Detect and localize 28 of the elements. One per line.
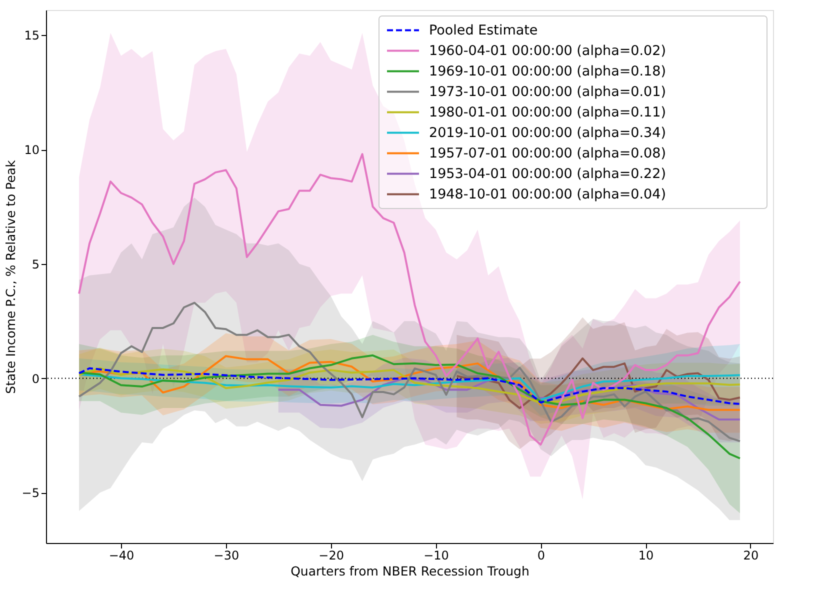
line-series bbox=[456, 357, 741, 410]
legend-label: 2019-10-01 00:00:00 (alpha=0.34) bbox=[429, 124, 666, 141]
line-series bbox=[277, 377, 741, 420]
x-tick-label: −20 bbox=[318, 548, 344, 562]
y-tick-label: 0 bbox=[32, 372, 40, 386]
x-tick-label: 10 bbox=[638, 548, 654, 562]
x-tick-label: 20 bbox=[743, 548, 759, 562]
y-tick-label: 15 bbox=[24, 28, 40, 43]
legend-label: 1953-04-01 00:00:00 (alpha=0.22) bbox=[429, 166, 666, 182]
legend-label: 1969-10-01 00:00:00 (alpha=0.18) bbox=[429, 63, 666, 80]
legend-label: 1980-01-01 00:00:00 (alpha=0.11) bbox=[429, 104, 666, 120]
y-tick-label: 10 bbox=[24, 143, 40, 158]
y-axis-title: State Income P.C., % Relative to Peak bbox=[2, 159, 18, 394]
x-tick-label: −30 bbox=[214, 548, 240, 562]
legend-label: Pooled Estimate bbox=[429, 22, 538, 38]
legend-label: 1973-10-01 00:00:00 (alpha=0.01) bbox=[429, 84, 666, 100]
line-series bbox=[78, 373, 741, 401]
y-tick-label: −5 bbox=[22, 486, 40, 500]
legend-label: 1960-04-01 00:00:00 (alpha=0.02) bbox=[429, 42, 666, 59]
y-tick-label: 5 bbox=[32, 257, 40, 272]
x-tick-label: 0 bbox=[537, 548, 545, 562]
x-tick-label: −10 bbox=[424, 548, 449, 562]
legend-label: 1948-10-01 00:00:00 (alpha=0.04) bbox=[429, 186, 666, 202]
line-series bbox=[78, 302, 741, 442]
x-axis-title: Quarters from NBER Recession Trough bbox=[290, 564, 530, 578]
legend-label: 1957-07-01 00:00:00 (alpha=0.08) bbox=[429, 145, 666, 162]
line-series bbox=[78, 354, 741, 460]
x-tick-label: −40 bbox=[108, 548, 134, 562]
